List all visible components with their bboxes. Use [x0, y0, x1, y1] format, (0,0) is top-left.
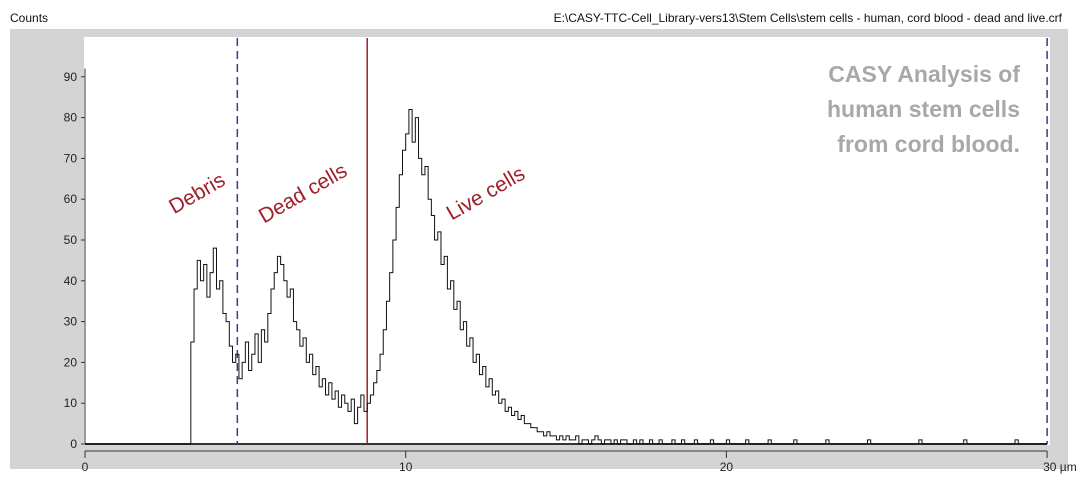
y-tick-label: 30	[64, 315, 78, 329]
y-tick-label: 50	[64, 233, 78, 247]
x-tick-label: 0	[82, 460, 89, 474]
y-tick-label: 20	[64, 355, 78, 369]
file-path: E:\CASY-TTC-Cell_Library-vers13\Stem Cel…	[554, 11, 1063, 25]
y-tick-label: 80	[64, 111, 78, 125]
analysis-note-line: from cord blood.	[837, 131, 1020, 157]
y-tick-label: 60	[64, 192, 78, 206]
y-axis-title: Counts	[10, 11, 48, 25]
y-tick-label: 40	[64, 274, 78, 288]
analysis-note-line: human stem cells	[827, 96, 1020, 122]
analysis-note-line: CASY Analysis of	[828, 61, 1020, 87]
x-tick-label: 30 µm	[1043, 460, 1077, 474]
x-tick-label: 20	[720, 460, 734, 474]
plot-area	[84, 37, 1050, 445]
histogram-series-line	[85, 108, 1048, 445]
y-tick-label: 10	[64, 396, 78, 410]
y-tick-label: 0	[70, 437, 77, 451]
y-tick-label: 70	[64, 151, 78, 165]
y-tick-label: 90	[64, 70, 78, 84]
x-tick-label: 10	[399, 460, 413, 474]
